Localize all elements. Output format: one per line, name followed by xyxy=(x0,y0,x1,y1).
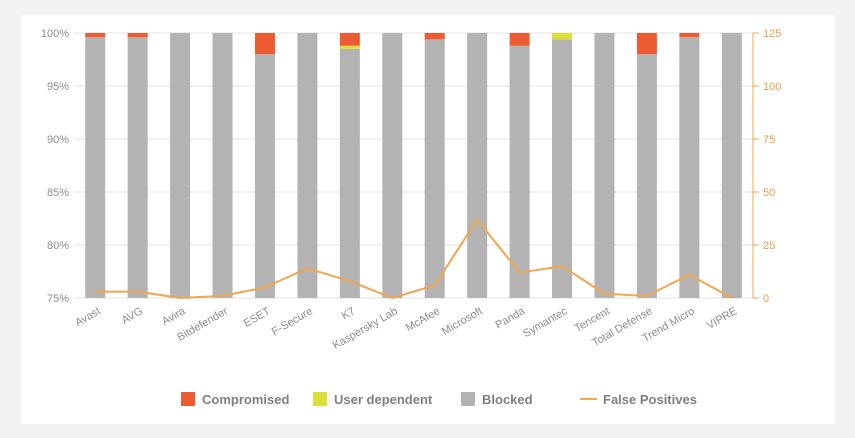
left-axis-tick-label: 100% xyxy=(41,28,69,40)
category-label: AVG xyxy=(120,305,145,327)
bar-blocked xyxy=(382,33,403,298)
bar-compromised xyxy=(339,33,360,46)
stacked-bar-chart: 75% 0 80% 25 85% 50 90% 75 95% 100 100% 125 Avast AVG… xyxy=(41,28,782,407)
left-axis-tick-label: 85% xyxy=(47,187,69,199)
legend-swatch xyxy=(181,392,195,406)
legend-label: User dependent xyxy=(334,392,433,407)
legend-label: Compromised xyxy=(202,392,289,407)
right-axis-tick-label: 25 xyxy=(763,240,775,252)
left-axis-tick-label: 75% xyxy=(47,293,69,305)
bar-blocked xyxy=(509,45,530,298)
bar-blocked xyxy=(424,39,445,299)
bar-compromised xyxy=(636,33,657,55)
bar-blocked xyxy=(636,54,657,299)
bar-compromised xyxy=(424,33,445,40)
legend-label: False Positives xyxy=(603,392,697,407)
bar-blocked xyxy=(85,37,106,299)
bar-blocked xyxy=(679,37,700,299)
bar-blocked xyxy=(254,54,275,299)
bar-compromised xyxy=(127,33,148,38)
right-axis-tick-label: 125 xyxy=(763,28,781,40)
legend-label: Blocked xyxy=(482,392,533,407)
category-label: F-Secure xyxy=(270,305,315,338)
chart-card: 75% 0 80% 25 85% 50 90% 75 95% 100 100% 125 Avast AVG… xyxy=(21,15,835,424)
category-label: VIPRE xyxy=(705,305,740,332)
category-label: Avira xyxy=(160,305,188,328)
right-axis-tick-label: 75 xyxy=(763,134,775,146)
bar-blocked xyxy=(297,33,318,298)
legend-swatch xyxy=(461,392,475,406)
left-axis-tick-label: 80% xyxy=(47,240,69,252)
bar-blocked xyxy=(212,33,233,298)
right-axis-tick-label: 100 xyxy=(763,81,781,93)
bar-user-dependent xyxy=(339,45,360,49)
bar-compromised xyxy=(254,33,275,55)
bar-user-dependent xyxy=(552,33,573,40)
bar-compromised xyxy=(509,33,530,46)
category-label: McAfee xyxy=(404,305,442,334)
bar-blocked xyxy=(339,48,360,299)
right-axis-tick-label: 0 xyxy=(763,293,769,305)
category-label: Microsoft xyxy=(440,305,485,338)
bar-compromised xyxy=(679,33,700,38)
bar-blocked xyxy=(170,33,191,298)
category-label: Panda xyxy=(494,305,528,332)
left-axis-tick-label: 95% xyxy=(47,81,69,93)
category-label: K7 xyxy=(340,305,358,322)
bar-blocked xyxy=(467,33,488,298)
category-label: ESET xyxy=(242,305,273,330)
category-label: Symantec xyxy=(521,305,570,340)
right-axis-tick-label: 50 xyxy=(763,187,775,199)
false-positives-line xyxy=(95,218,733,299)
category-label: Avast xyxy=(73,305,103,329)
bar-blocked xyxy=(594,33,615,298)
bar-blocked xyxy=(127,37,148,299)
bar-blocked xyxy=(552,39,573,299)
legend-swatch xyxy=(313,392,327,406)
bar-compromised xyxy=(85,33,106,38)
bar-blocked xyxy=(721,33,742,298)
left-axis-tick-label: 90% xyxy=(47,134,69,146)
